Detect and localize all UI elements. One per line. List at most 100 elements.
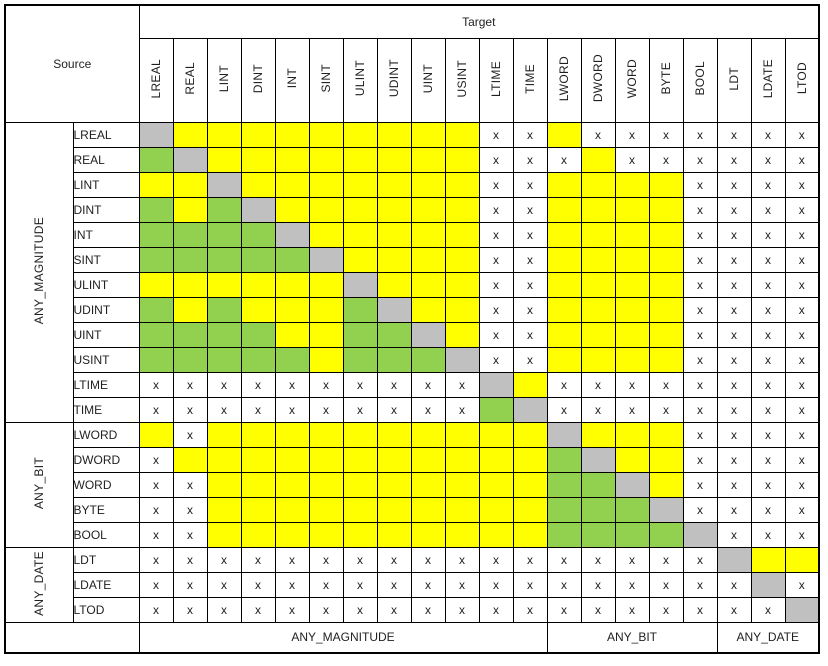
cell-udint-bool: x bbox=[682, 296, 718, 323]
col-header-ltime: LTIME bbox=[478, 37, 514, 123]
cell-byte-sint bbox=[308, 496, 344, 523]
col-header-ltod: LTOD bbox=[784, 37, 820, 123]
cell-ltod-int: x bbox=[274, 596, 310, 623]
cell-sint-byte bbox=[648, 246, 684, 273]
row-ulint: ULINT x x x x x x bbox=[5, 271, 820, 298]
cell-sint-lreal bbox=[138, 246, 174, 273]
cell-ulint-dword bbox=[580, 271, 616, 298]
cell-udint-ldt: x bbox=[716, 296, 752, 323]
cell-lreal-word: x bbox=[614, 121, 650, 148]
col-header-label: LWORD bbox=[557, 55, 571, 102]
cell-byte-byte bbox=[648, 496, 684, 523]
cell-dint-bool: x bbox=[682, 196, 718, 223]
cell-dint-word bbox=[614, 196, 650, 223]
cell-ldt-usint: x bbox=[444, 546, 480, 573]
cell-lint-bool: x bbox=[682, 171, 718, 198]
cell-time-lreal: x bbox=[138, 396, 174, 423]
cell-int-lint bbox=[206, 221, 242, 248]
cell-dint-ldate: x bbox=[750, 196, 786, 223]
cell-usint-ltod: x bbox=[784, 346, 820, 373]
row-ldt: ANY_DATE LDT x x x x x x x x x x x x x x x x x bbox=[4, 546, 820, 623]
cell-ldate-lint: x bbox=[206, 571, 242, 598]
cell-time-dword: x bbox=[580, 396, 616, 423]
cell-real-ltime: x bbox=[478, 146, 514, 173]
row-lreal: ANY_MAGNITUDE LREAL x x x x x x x x x bbox=[4, 121, 820, 423]
row-label-ldate: LDATE bbox=[72, 571, 140, 598]
cell-udint-ulint bbox=[342, 296, 378, 323]
cell-ltod-ulint: x bbox=[342, 596, 378, 623]
cell-ltod-usint: x bbox=[444, 596, 480, 623]
cell-ldate-usint: x bbox=[444, 571, 480, 598]
cell-ltod-udint: x bbox=[376, 596, 412, 623]
row-byte: BYTE x x x x x x bbox=[5, 496, 820, 523]
col-header-dword: DWORD bbox=[580, 37, 616, 123]
cell-int-uint bbox=[410, 221, 446, 248]
cell-ltime-ulint: x bbox=[342, 371, 378, 398]
cell-dword-lint bbox=[206, 446, 242, 473]
cell-byte-lint bbox=[206, 496, 242, 523]
cell-ldate-lword: x bbox=[546, 571, 582, 598]
cell-ltod-real: x bbox=[172, 596, 208, 623]
cell-ltime-lreal: x bbox=[138, 371, 174, 398]
cell-int-lword bbox=[546, 221, 582, 248]
col-header-label: ULINT bbox=[353, 60, 367, 97]
cell-ltod-ldate: x bbox=[750, 596, 786, 623]
cell-ldate-ltod: x bbox=[784, 571, 820, 598]
cell-bool-dint bbox=[240, 521, 276, 548]
cell-sint-int bbox=[274, 246, 310, 273]
cell-real-lword: x bbox=[546, 146, 582, 173]
cell-usint-dint bbox=[240, 346, 276, 373]
type-conversion-matrix: Source Target LREAL REAL LINT DINT INT SINT UL… bbox=[4, 4, 820, 654]
cell-ldate-byte: x bbox=[648, 571, 684, 598]
cell-usint-dword bbox=[580, 346, 616, 373]
cell-ltod-lreal: x bbox=[138, 596, 174, 623]
cell-word-real: x bbox=[172, 471, 208, 498]
cell-lreal-byte: x bbox=[648, 121, 684, 148]
col-header-label: LREAL bbox=[149, 58, 163, 99]
row-lword: ANY_BIT LWORD x x x x x bbox=[4, 421, 820, 548]
cell-uint-bool: x bbox=[682, 321, 718, 348]
cell-byte-dint bbox=[240, 496, 276, 523]
col-header-lword: LWORD bbox=[546, 37, 582, 123]
cell-sint-ltod: x bbox=[784, 246, 820, 273]
cell-ltod-ldt: x bbox=[716, 596, 752, 623]
row-label-sint: SINT bbox=[72, 246, 140, 273]
cell-ldt-ltod bbox=[784, 546, 820, 573]
cell-word-dword bbox=[580, 471, 616, 498]
cell-lword-ldate: x bbox=[750, 421, 786, 448]
cell-ldate-ldt: x bbox=[716, 571, 752, 598]
cell-dint-ulint bbox=[342, 196, 378, 223]
cell-ldt-int: x bbox=[274, 546, 310, 573]
cell-sint-udint bbox=[376, 246, 412, 273]
cell-uint-lword bbox=[546, 321, 582, 348]
cell-dint-dword bbox=[580, 196, 616, 223]
cell-uint-lreal bbox=[138, 321, 174, 348]
cell-udint-int bbox=[274, 296, 310, 323]
col-header-int: INT bbox=[274, 37, 310, 123]
col-header-label: LTOD bbox=[794, 62, 809, 95]
cell-int-ldate: x bbox=[750, 221, 786, 248]
cell-udint-usint bbox=[444, 296, 480, 323]
cell-usint-lint bbox=[206, 346, 242, 373]
cell-ldt-uint: x bbox=[410, 546, 446, 573]
cell-byte-bool: x bbox=[682, 496, 718, 523]
cell-dword-byte bbox=[648, 446, 684, 473]
cell-usint-byte bbox=[648, 346, 684, 373]
cell-dword-int bbox=[274, 446, 310, 473]
cell-ulint-ldt: x bbox=[716, 271, 752, 298]
cell-word-ulint bbox=[342, 471, 378, 498]
cell-ltime-bool: x bbox=[682, 371, 718, 398]
cell-uint-ltime: x bbox=[478, 321, 514, 348]
cell-bool-byte bbox=[648, 521, 684, 548]
cell-lword-ltod: x bbox=[784, 421, 820, 448]
cell-time-lword: x bbox=[546, 396, 582, 423]
cell-ldt-ldate bbox=[750, 546, 786, 573]
cell-dword-dint bbox=[240, 446, 276, 473]
cell-word-sint bbox=[308, 471, 344, 498]
matrix-body: ANY_MAGNITUDE LREAL x x x x x x x x x REAL x x x x x x x x x… bbox=[4, 121, 820, 623]
cell-byte-uint bbox=[410, 496, 446, 523]
cell-ltime-dint: x bbox=[240, 371, 276, 398]
cell-udint-ldate: x bbox=[750, 296, 786, 323]
cell-udint-dword bbox=[580, 296, 616, 323]
cell-real-ulint bbox=[342, 146, 378, 173]
